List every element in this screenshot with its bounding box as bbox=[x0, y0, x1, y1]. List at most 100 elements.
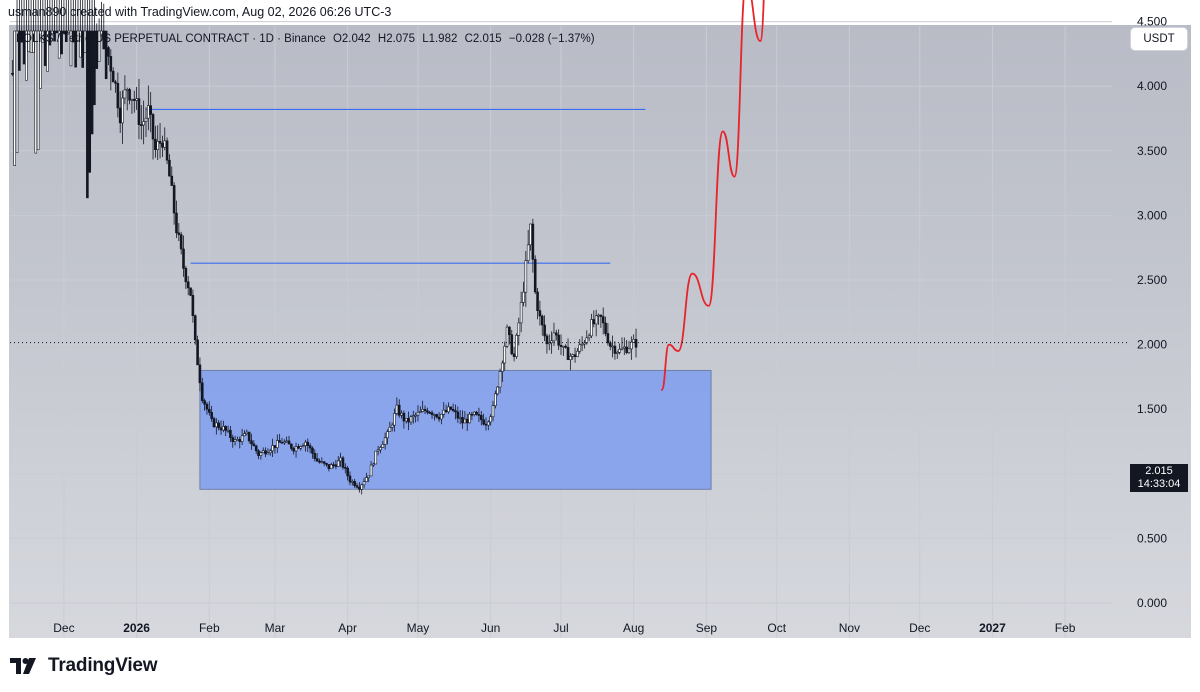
candle-body bbox=[102, 30, 106, 50]
candle-body bbox=[365, 477, 368, 482]
candle-body bbox=[386, 431, 389, 439]
ohlc-high: H2.075 bbox=[377, 33, 415, 45]
support-zone bbox=[199, 369, 712, 490]
candle-body bbox=[50, 30, 54, 34]
bar-countdown: 14:33:04 bbox=[1137, 478, 1181, 490]
candle-body bbox=[36, 30, 40, 151]
candle-body bbox=[379, 447, 382, 451]
candle-body bbox=[95, 30, 99, 69]
candle-body bbox=[100, 30, 103, 37]
candle-body bbox=[175, 212, 178, 234]
y-tick-label: 1.500 bbox=[1137, 402, 1167, 416]
candle-body bbox=[343, 467, 347, 469]
candle-body bbox=[156, 141, 160, 150]
candle-body bbox=[57, 30, 61, 59]
candle-body bbox=[444, 409, 448, 413]
tradingview-wordmark: TradingView bbox=[48, 655, 158, 676]
candle-body bbox=[463, 418, 467, 424]
candle-body bbox=[526, 244, 530, 261]
candle-body bbox=[236, 439, 239, 441]
candle-body bbox=[374, 450, 378, 465]
candle-body bbox=[494, 393, 497, 407]
chart-area[interactable] bbox=[9, 25, 1191, 638]
candle-body bbox=[313, 453, 317, 459]
candle-body bbox=[128, 89, 131, 101]
y-tick-label: 3.500 bbox=[1137, 144, 1167, 158]
candle-body bbox=[257, 450, 260, 456]
candle-body bbox=[48, 30, 52, 46]
candle-body bbox=[625, 346, 628, 353]
x-tick-label: Jun bbox=[481, 621, 500, 635]
candle-body bbox=[240, 435, 244, 442]
candle-body bbox=[482, 419, 485, 425]
candle-body bbox=[327, 464, 331, 469]
candle-body bbox=[104, 30, 108, 80]
candle-body bbox=[222, 426, 225, 431]
candle-body bbox=[283, 441, 286, 444]
y-tick-label: 2.500 bbox=[1137, 273, 1167, 287]
candle-body bbox=[496, 386, 499, 395]
candle-body bbox=[97, 30, 101, 62]
candle-body bbox=[142, 121, 145, 126]
candle-body bbox=[592, 319, 596, 325]
candle-body bbox=[116, 83, 120, 109]
candle-body bbox=[369, 464, 373, 477]
candle-body bbox=[86, 30, 89, 199]
y-tick-label: 2.000 bbox=[1137, 338, 1167, 352]
candle-body bbox=[456, 411, 460, 419]
candle-body bbox=[198, 364, 202, 384]
x-tick-label: Oct bbox=[767, 621, 786, 635]
candle-body bbox=[508, 326, 511, 336]
candle-body bbox=[538, 310, 542, 317]
candle-body bbox=[477, 414, 481, 416]
candle-body bbox=[576, 350, 579, 357]
candle-body bbox=[266, 452, 270, 455]
candle-body bbox=[536, 291, 539, 311]
candle-body bbox=[88, 30, 92, 173]
candle-body bbox=[430, 412, 434, 415]
x-tick-label: 2027 bbox=[979, 621, 1006, 635]
candle-body bbox=[393, 413, 396, 426]
candle-body bbox=[25, 30, 28, 81]
candle-body bbox=[325, 463, 328, 465]
candle-body bbox=[569, 355, 572, 361]
candle-body bbox=[60, 30, 63, 55]
tradingview-logo[interactable]: TradingView bbox=[10, 655, 158, 677]
candle-body bbox=[376, 449, 380, 452]
projection-line bbox=[660, 0, 765, 391]
candle-body bbox=[590, 319, 593, 337]
candle-body bbox=[428, 411, 431, 414]
candle-body bbox=[604, 322, 607, 334]
currency-button[interactable]: USDT bbox=[1131, 28, 1187, 50]
x-tick-label: Jul bbox=[553, 621, 568, 635]
candle-body bbox=[177, 232, 181, 235]
candle-body bbox=[498, 371, 502, 388]
candle-body bbox=[259, 452, 263, 456]
candle-body bbox=[566, 347, 570, 361]
candle-body bbox=[168, 159, 171, 177]
candle-body bbox=[611, 345, 614, 348]
candle-body bbox=[470, 413, 474, 416]
candle-body bbox=[491, 405, 495, 418]
candle-body bbox=[64, 30, 68, 43]
candle-body bbox=[83, 30, 87, 54]
candle-body bbox=[76, 30, 80, 41]
candle-body bbox=[147, 105, 150, 119]
candle-body bbox=[555, 332, 558, 336]
candle-body bbox=[165, 140, 169, 161]
y-tick-label: 4.500 bbox=[1137, 15, 1167, 29]
ohlc-close: C2.015 bbox=[464, 33, 502, 45]
candle-body bbox=[421, 409, 424, 412]
candle-body bbox=[620, 347, 624, 350]
candle-body bbox=[599, 314, 603, 317]
candle-body bbox=[154, 138, 157, 150]
candle-body bbox=[519, 302, 523, 324]
candle-body bbox=[320, 461, 324, 464]
candle-body bbox=[571, 354, 575, 357]
candle-body bbox=[299, 446, 303, 449]
candle-body bbox=[461, 417, 464, 424]
candle-body bbox=[29, 30, 33, 53]
x-tick-label: Mar bbox=[265, 621, 286, 635]
candle-body bbox=[273, 445, 277, 449]
